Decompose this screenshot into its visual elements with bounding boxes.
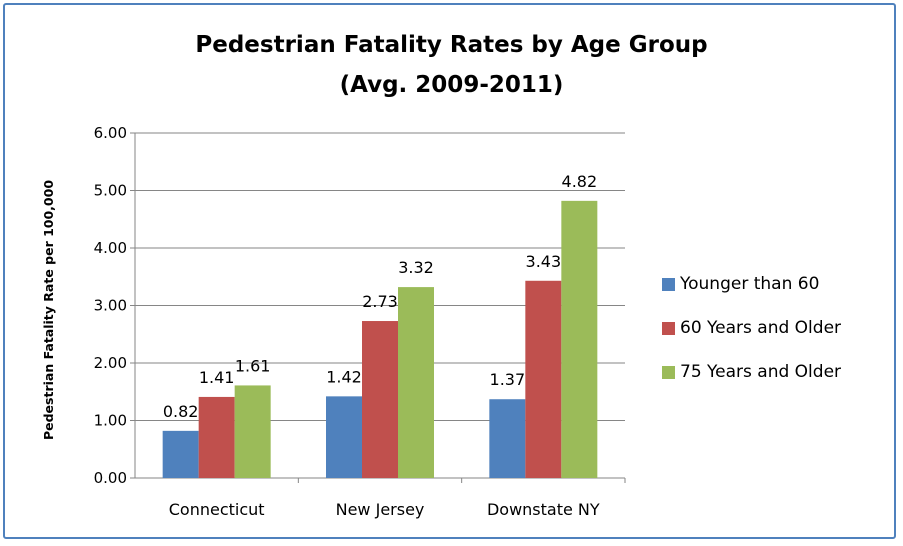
y-tick-label: 2.00: [94, 354, 127, 372]
chart-title: Pedestrian Fatality Rates by Age Group: [195, 32, 708, 58]
y-tick-label: 5.00: [94, 182, 127, 200]
bar: [198, 396, 235, 478]
bar: [162, 430, 199, 478]
x-category-label: Connecticut: [169, 500, 265, 519]
y-tick-label: 3.00: [94, 297, 127, 315]
bar: [234, 385, 271, 478]
legend-item: 60 Years and Older: [662, 306, 841, 350]
y-tick-label: 0.00: [94, 469, 127, 487]
y-axis-label: Pedestrian Fatality Rate per 100,000: [41, 180, 56, 440]
data-label: 1.41: [199, 368, 235, 387]
data-label: 2.73: [362, 292, 398, 311]
data-labels: 0.821.411.61 1.42 2.733.32 1.37 3.43 4.82: [163, 172, 597, 421]
legend-swatch-60-and-older: [662, 321, 675, 335]
data-label: 3.32: [398, 258, 434, 277]
y-tick-label: 4.00: [94, 239, 127, 257]
legend-swatch-younger-than-60: [662, 277, 675, 291]
bar: [561, 200, 598, 478]
legend-label: Younger than 60: [680, 274, 820, 294]
x-axis-categories: Connecticut New Jersey Downstate NY: [169, 500, 600, 519]
x-category-label: Downstate NY: [487, 500, 600, 519]
legend-swatch-75-and-older: [662, 365, 675, 379]
bar: [525, 280, 562, 478]
data-label: 3.43: [526, 252, 562, 271]
data-label: 0.82: [163, 402, 199, 421]
legend-label: 75 Years and Older: [680, 362, 842, 382]
chart-frame: [3, 3, 896, 539]
legend-item: 75 Years and Older: [662, 350, 841, 394]
legend-item: Younger than 60: [662, 262, 841, 306]
y-tick-label: 1.00: [94, 412, 127, 430]
legend-label: 60 Years and Older: [680, 318, 842, 338]
bar: [398, 287, 434, 478]
legend: Younger than 60 60 Years and Older 75 Ye…: [662, 262, 841, 394]
chart-subtitle: (Avg. 2009-2011): [339, 72, 564, 98]
data-label: 1.61: [235, 356, 271, 375]
y-tick-label: 6.00: [94, 124, 127, 142]
bars: [162, 200, 598, 478]
bar: [362, 321, 398, 478]
bar: [326, 396, 362, 478]
data-label: 4.82: [562, 172, 598, 191]
data-label: 1.42: [326, 367, 362, 386]
y-axis-ticks: 0.00 1.00 2.00 3.00 4.00 5.00 6.00: [94, 124, 127, 487]
data-label: 1.37: [490, 370, 526, 389]
bar: [489, 399, 526, 478]
x-category-label: New Jersey: [336, 500, 425, 519]
